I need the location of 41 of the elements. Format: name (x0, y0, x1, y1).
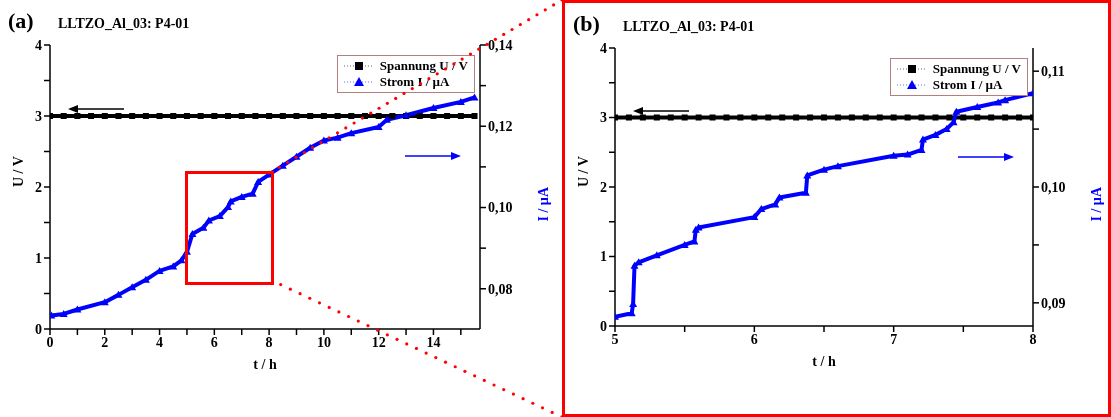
y2-tick-label: 0,12 (488, 119, 513, 135)
x-tick-label: 5 (611, 331, 619, 347)
y2-axis-title: I / µA (1088, 186, 1104, 222)
y-tick-label: 2 (35, 179, 42, 195)
x-tick-label: 6 (750, 331, 758, 347)
y-tick-label: 1 (600, 249, 607, 265)
text: (a) (8, 8, 34, 34)
y-tick-label: 0 (35, 321, 42, 337)
y2-tick-label: 0,11 (1041, 64, 1065, 80)
legend-label: Strom I / µA (932, 77, 1003, 93)
x-tick-label: 12 (371, 334, 386, 350)
chart-title: LLTZO_Al_03: P4-01 (58, 16, 190, 32)
x-tick-label: 8 (1029, 331, 1037, 347)
y-tick-label: 1 (35, 250, 42, 266)
y2-tick-label: 0,14 (488, 37, 513, 53)
y2-tick-label: 0,09 (1041, 295, 1066, 311)
x-tick-label: 2 (101, 334, 109, 350)
x-axis-title: t / h (812, 354, 836, 369)
legend-label: Spannung U / V (932, 61, 1021, 77)
x-tick-label: 7 (890, 331, 898, 347)
x-tick-label: 6 (210, 334, 218, 350)
x-axis-title: t / h (253, 357, 277, 372)
text: (b) (573, 11, 600, 37)
x-tick-label: 8 (265, 334, 273, 350)
y2-tick-label: 0,10 (1041, 179, 1066, 195)
y2-tick-label: 0,10 (488, 200, 513, 216)
y-tick-label: 4 (600, 40, 607, 56)
y-axis-title: U / V (10, 156, 26, 187)
x-tick-label: 10 (316, 334, 331, 350)
y-tick-label: 3 (35, 108, 42, 124)
x-tick-label: 0 (46, 334, 54, 350)
y-tick-label: 3 (600, 110, 607, 126)
x-tick-label: 14 (426, 334, 441, 350)
y-tick-label: 4 (35, 37, 42, 53)
y-axis-title: U / V (575, 156, 591, 187)
y2-axis-title: I / µA (535, 186, 551, 222)
x-tick-label: 4 (156, 334, 164, 350)
chart-title: LLTZO_Al_03: P4-01 (623, 19, 755, 35)
y2-tick-label: 0,08 (488, 281, 513, 297)
y-tick-label: 0 (600, 318, 607, 334)
y-tick-label: 2 (600, 179, 607, 195)
